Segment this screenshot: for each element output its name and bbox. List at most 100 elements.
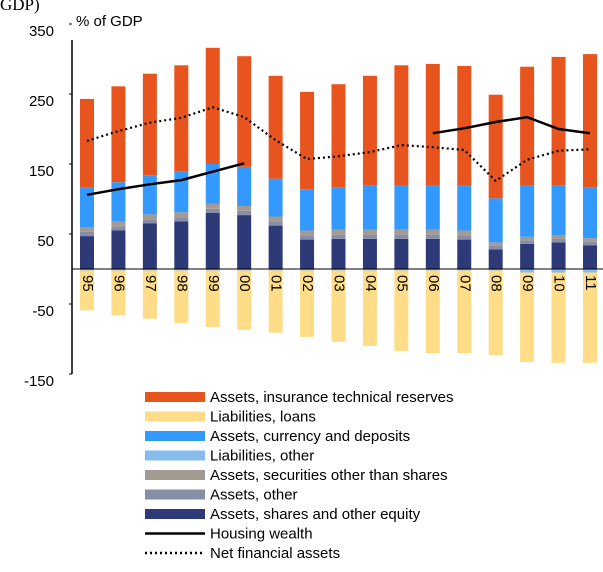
x-tick-label: 04 — [362, 275, 379, 292]
legend-swatch — [145, 450, 205, 461]
bar-segment — [111, 226, 126, 231]
legend-label: Assets, securities other than shares — [210, 467, 448, 484]
bar-segment — [237, 206, 252, 211]
bar-segment — [583, 241, 597, 246]
bar-segment — [111, 230, 126, 269]
bar-segment — [488, 245, 503, 250]
bar-segment — [331, 229, 346, 235]
legend-label: Liabilities, loans — [210, 408, 316, 425]
legend-label: Assets, shares and other equity — [210, 506, 421, 523]
bar-segment — [237, 56, 252, 167]
bar-segment — [425, 269, 440, 271]
bar-segment — [394, 229, 409, 235]
x-tick-label: 00 — [236, 275, 253, 292]
bar-segment — [583, 269, 597, 273]
bar-segment — [551, 238, 566, 243]
bar-segment — [331, 238, 346, 269]
bar-segment — [80, 270, 94, 311]
y-axis-label: % of GDP — [76, 13, 143, 30]
bar-segment — [488, 198, 503, 243]
legend-label: Assets, other — [210, 486, 298, 503]
bar-segment — [174, 270, 189, 323]
chart-title: GDP) — [0, 0, 40, 14]
bar-segment — [300, 235, 315, 240]
bar-segment — [488, 94, 503, 199]
x-tick-label: 07 — [456, 275, 473, 292]
legend-label: Liabilities, other — [210, 447, 314, 464]
x-tick-label: 11 — [582, 275, 599, 291]
bar-segment — [488, 249, 503, 269]
bar-segment — [394, 65, 409, 185]
bar-segment — [583, 272, 597, 363]
legend-swatch — [145, 431, 205, 441]
bar-segment — [362, 270, 377, 346]
bar-segment — [142, 270, 157, 319]
x-tick-label: 95 — [79, 275, 96, 292]
x-tick-label: 09 — [519, 275, 536, 292]
bar-segment — [583, 245, 597, 269]
bar-segment — [551, 272, 566, 363]
bar-segment — [331, 269, 346, 271]
bar-segment — [520, 240, 535, 244]
bar-segment — [268, 178, 283, 217]
bar-segment — [551, 242, 566, 269]
bar-segment — [520, 236, 535, 241]
bar-segment — [488, 242, 503, 246]
x-tick-label: 03 — [331, 275, 348, 292]
bar-segment — [551, 185, 566, 236]
bar-segment — [142, 223, 157, 269]
legend-label: Assets, insurance technical reserves — [210, 389, 453, 406]
bar-segment — [268, 75, 283, 179]
bar-segment — [551, 56, 566, 186]
bar-segment — [142, 219, 157, 224]
x-tick-label: 01 — [268, 275, 285, 292]
y-tick-label: 50 — [37, 233, 54, 250]
bar-segment — [583, 238, 597, 242]
bar-segment — [488, 270, 503, 356]
bar-segment — [142, 175, 157, 215]
bar-segment — [583, 54, 597, 188]
bar-segment — [394, 270, 409, 351]
bar-segment — [300, 230, 315, 236]
bar-segment — [331, 270, 346, 342]
bar-segment — [300, 269, 315, 271]
line-series — [86, 115, 591, 197]
bar-segment — [80, 227, 94, 232]
bar-segment — [237, 166, 252, 206]
x-tick-label: 98 — [173, 275, 190, 292]
bar-segment — [457, 185, 472, 231]
bar-segment — [488, 269, 503, 271]
bar-segment — [425, 185, 440, 230]
bar-segment — [111, 221, 126, 227]
legend-swatch — [145, 411, 205, 422]
x-tick-label: 08 — [488, 275, 505, 292]
bar-segment — [394, 185, 409, 230]
bar-segment — [457, 235, 472, 240]
bar-segment — [111, 270, 126, 316]
bar-segment — [457, 270, 472, 353]
bar-segment — [80, 98, 94, 188]
bar-segment — [268, 221, 283, 226]
bar-segment — [268, 270, 283, 333]
legend-swatch — [145, 509, 205, 519]
bar-segment — [362, 238, 377, 269]
bar-segment — [425, 270, 440, 353]
bar-segment — [80, 187, 94, 227]
bar-segment — [300, 270, 315, 337]
bar-segment — [300, 91, 315, 190]
y-tick-label: 150 — [29, 163, 54, 180]
bar-segment — [174, 212, 189, 218]
bar-segment — [205, 203, 220, 209]
bar-segment — [425, 234, 440, 239]
legend-swatch — [145, 489, 205, 500]
legend-label: Assets, currency and deposits — [210, 428, 410, 445]
bar-segment — [331, 234, 346, 239]
bar-segment — [205, 164, 220, 204]
legend-swatch — [145, 470, 205, 480]
bar-segment — [362, 269, 377, 271]
bar-segment — [237, 215, 252, 269]
bar-segment — [268, 216, 283, 222]
bar-segment — [331, 84, 346, 188]
y-tick-label: -50 — [32, 303, 54, 320]
